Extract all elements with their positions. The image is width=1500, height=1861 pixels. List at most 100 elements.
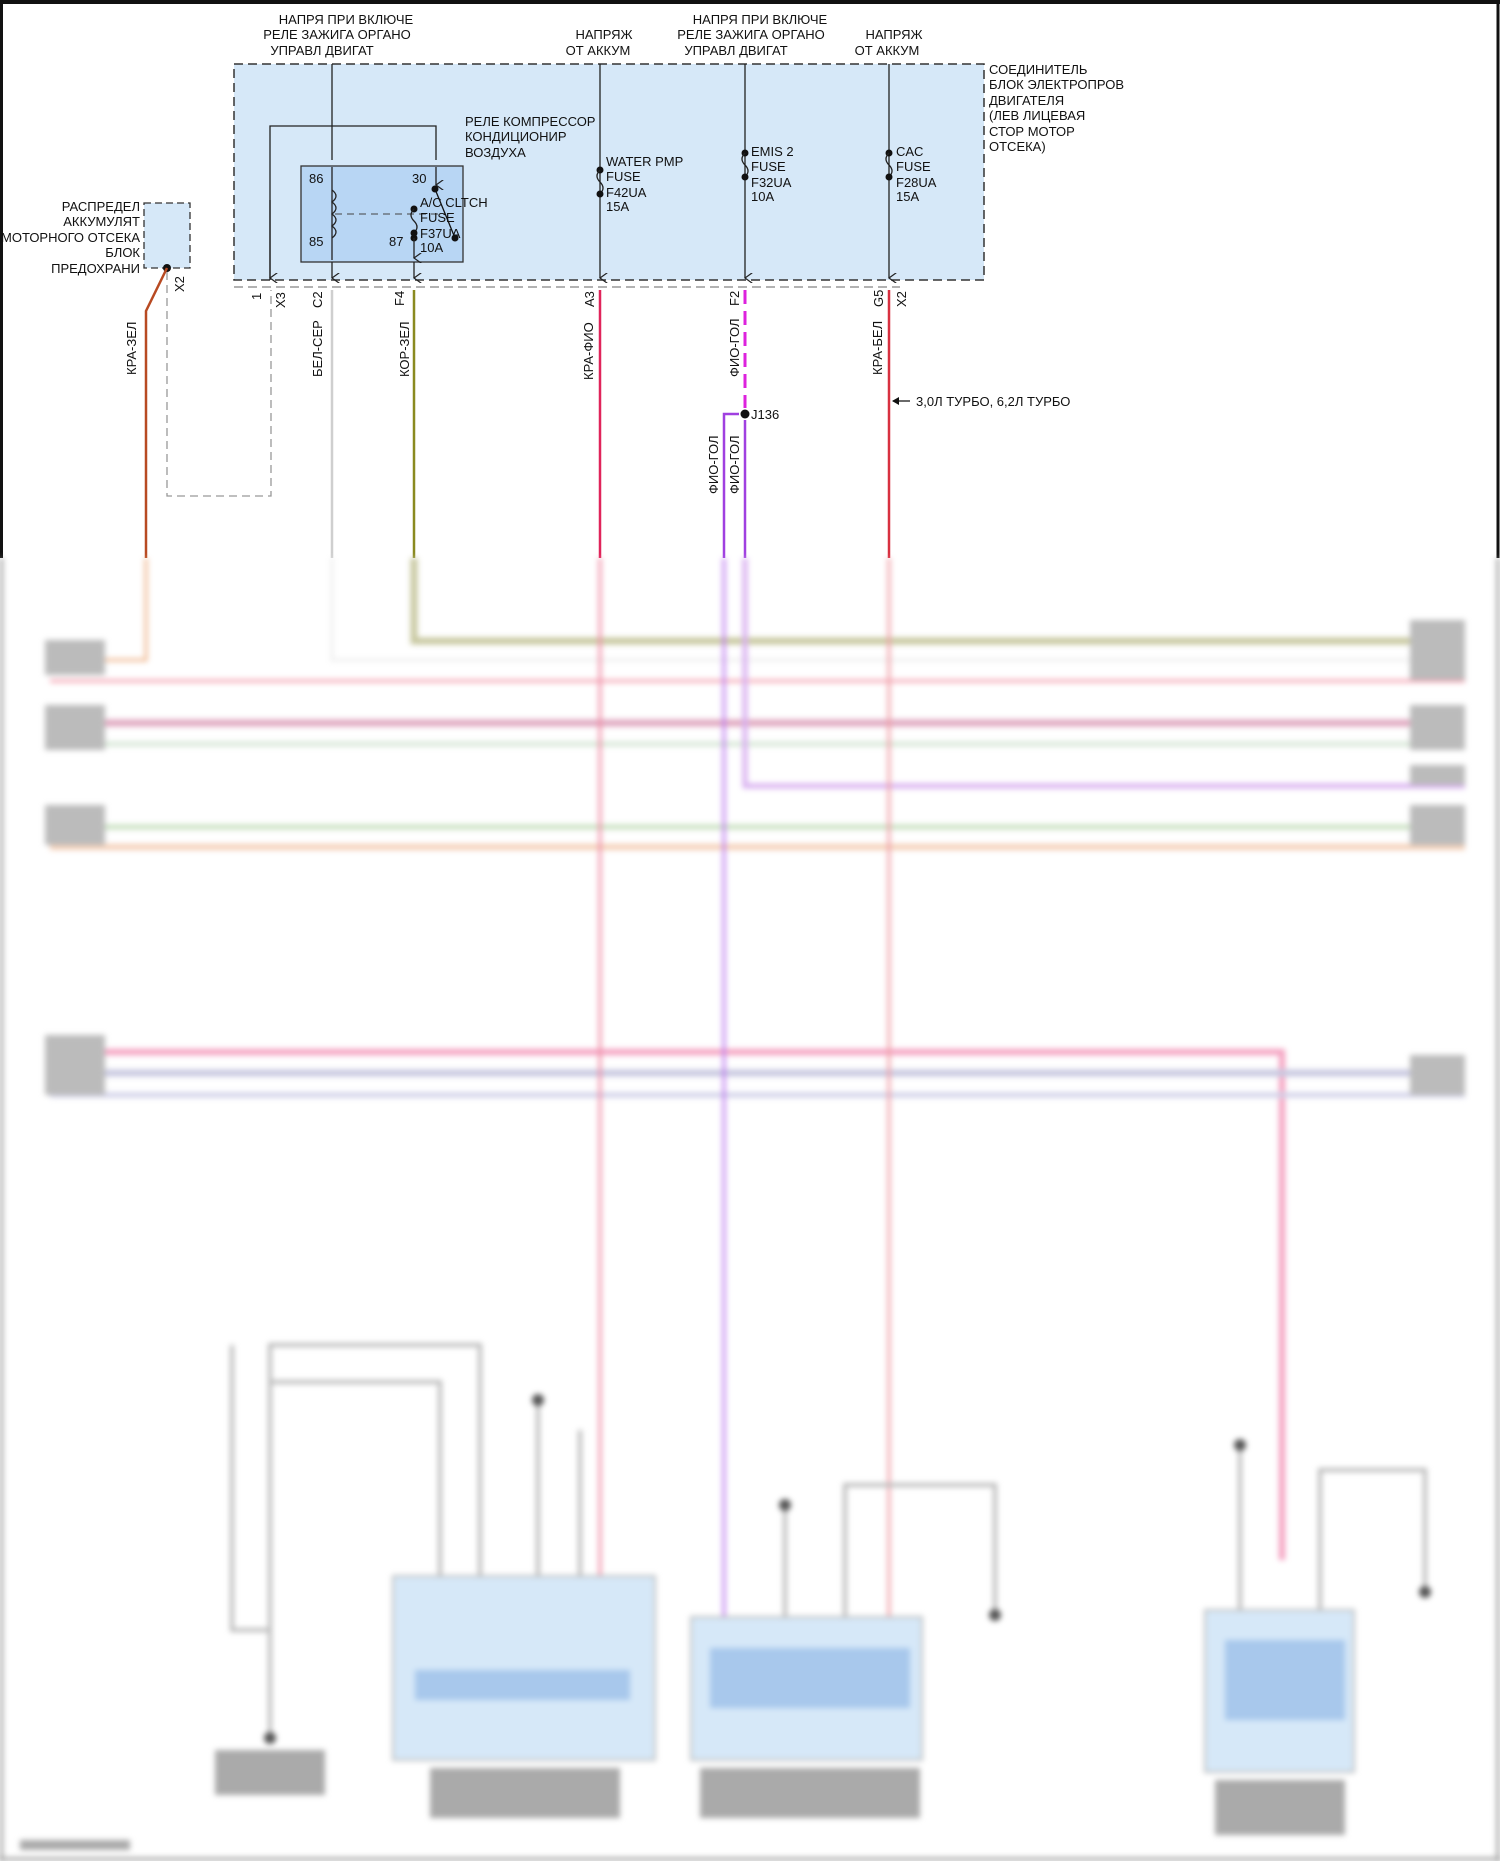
pin-label: A3 (582, 291, 597, 307)
fuse-emis2: EMIS 2 FUSE F32UA 10A (741, 144, 794, 204)
fuse-icon (410, 208, 418, 234)
relay-label: РЕЛЕ КОМПРЕССОР (465, 114, 595, 129)
label-line: НАПРЯ ПРИ ВКЛЮЧЕ (693, 12, 828, 27)
ac-compressor-relay: 86 30 85 87 РЕЛЕ КОМПРЕССОР КОНДИЦИОНИР … (269, 64, 595, 280)
pin-label: C2 (310, 291, 325, 308)
label-line: МОТОРНОГО ОТСЕКА (1, 230, 140, 245)
harness-line (50, 1049, 1285, 1560)
battery-distribution-fuse-block: РАСПРЕДЕЛ АККУМУЛЯТ МОТОРНОГО ОТСЕКА БЛО… (1, 199, 191, 276)
fuse-label: F37UA (420, 226, 461, 241)
fuse-label: EMIS 2 (751, 144, 794, 159)
fuse-icon (885, 152, 893, 178)
fuse-label: 10A (420, 240, 443, 255)
label-line: НАПРЯЖ (865, 27, 922, 42)
wire-label: КРА-ФИО (581, 322, 596, 380)
fuse-ac-clutch: A/C CLTCH FUSE F37UA 10A (410, 195, 488, 255)
relay-coil-icon (330, 189, 337, 239)
wire-label: БЕЛ-СЕР (310, 320, 325, 377)
label-line: БЛОК ЭЛЕКТРОПРОВ (989, 77, 1124, 92)
wire-label: ФИО-ГОЛ (727, 319, 742, 377)
fuse-label: F42UA (606, 185, 647, 200)
engine-option-note: 3,0Л ТУРБО, 6,2Л ТУРБО (916, 394, 1070, 409)
module-boxes (392, 1575, 1355, 1773)
label-line: НАПРЯ ПРИ ВКЛЮЧЕ (279, 12, 414, 27)
fuse-label: F32UA (751, 175, 792, 190)
label-line: ДВИГАТЕЛЯ (989, 93, 1064, 108)
fuse-label: 15A (896, 189, 919, 204)
wire-label: КРА-ЗЕЛ (124, 322, 139, 375)
header-label-ignition-2: НАПРЯ ПРИ ВКЛЮЧЕ РЕЛЕ ЗАЖИГА ОРГАНО УПРА… (677, 12, 827, 58)
connector-block-label: СОЕДИНИТЕЛЬ БЛОК ЭЛЕКТРОПРОВ ДВИГАТЕЛЯ (… (989, 62, 1124, 154)
label-line: НАПРЯЖ (575, 27, 632, 42)
ground-loop-dashed (166, 272, 272, 497)
pin-87: 87 (389, 234, 403, 249)
fuse-label: FUSE (896, 159, 931, 174)
label-line: РЕЛЕ ЗАЖИГА ОРГАНО (263, 27, 411, 42)
blurred-lower-diagram (20, 558, 1465, 1850)
wire-label: КРА-БЕЛ (870, 321, 885, 375)
wire-label: КОР-ЗЕЛ (397, 321, 412, 377)
fuse-label: 10A (751, 189, 774, 204)
pin-86: 86 (309, 171, 323, 186)
fuse-label: FUSE (606, 169, 641, 184)
pin-85: 85 (309, 234, 323, 249)
label-line: СОЕДИНИТЕЛЬ (989, 62, 1087, 77)
fuse-label: F28UA (896, 175, 937, 190)
pin-label: 1 (249, 293, 264, 300)
label-line: ОТ АККУМ (855, 43, 920, 58)
arrow-head-icon (892, 397, 899, 405)
pin-label: F2 (727, 291, 742, 306)
fuse-label: A/C CLTCH (420, 195, 488, 210)
fuse-cac: CAC FUSE F28UA 15A (885, 144, 937, 204)
wires (144, 267, 891, 558)
wire-labels: КРА-ЗЕЛ БЕЛ-СЕР КОР-ЗЕЛ КРА-ФИО ФИО-ГОЛ … (124, 319, 885, 494)
fuse-icon (596, 169, 604, 195)
pin-label: G5 (871, 290, 886, 307)
label-line: РЕЛЕ ЗАЖИГА ОРГАНО (677, 27, 825, 42)
fuse-label: WATER PMP (606, 154, 683, 169)
splice-j136 (740, 409, 750, 419)
relay-label: ВОЗДУХА (465, 145, 526, 160)
label-line: УПРАВЛ ДВИГАТ (270, 43, 373, 58)
connector-blocks (45, 620, 1465, 1095)
blurred-captions (20, 1750, 1345, 1850)
pin-30: 30 (412, 171, 426, 186)
label-line: УПРАВЛ ДВИГАТ (684, 43, 787, 58)
label-line: ОТ АККУМ (566, 43, 631, 58)
relay-switch-icon (434, 188, 456, 239)
fuse-label: CAC (896, 144, 923, 159)
wire-label: ФИО-ГОЛ (727, 436, 742, 494)
fuse-label: FUSE (751, 159, 786, 174)
ground-points (264, 1394, 1431, 1744)
wire-kra-zel (144, 267, 169, 558)
label-line: СТОР МОТОР (989, 124, 1075, 139)
label-line: (ЛЕВ ЛИЦЕВАЯ (989, 108, 1085, 123)
fuse-label: 15A (606, 199, 629, 214)
pin-label: X2 (172, 276, 187, 292)
splice-label: J136 (751, 407, 779, 422)
label-line: БЛОК (105, 245, 140, 260)
label-line: ПРЕДОХРАНИ (51, 261, 140, 276)
header-label-ignition-1: НАПРЯ ПРИ ВКЛЮЧЕ РЕЛЕ ЗАЖИГА ОРГАНО УПРА… (263, 12, 413, 58)
wire-continuation (410, 558, 1465, 645)
fuse-label: FUSE (420, 210, 455, 225)
fuse-water-pump: WATER PMP FUSE F42UA 15A (596, 154, 683, 214)
label-line: ОТСЕКА) (989, 139, 1046, 154)
header-label-battery-2: НАПРЯЖ ОТ АККУМ (855, 27, 923, 58)
wire-label: ФИО-ГОЛ (706, 436, 721, 494)
wire-continuation (330, 558, 1465, 662)
component-wiring (230, 1343, 1427, 1740)
label-line: АККУМУЛЯТ (63, 214, 140, 229)
fuse-icon (741, 152, 749, 178)
pin-label: X3 (273, 292, 288, 308)
pin-labels: 1 X3 C2 F4 A3 F2 G5 X2 X2 (172, 276, 909, 308)
relay-label: КОНДИЦИОНИР (465, 129, 567, 144)
label-line: РАСПРЕДЕЛ (62, 199, 140, 214)
header-label-battery-1: НАПРЯЖ ОТ АККУМ (566, 27, 633, 58)
wire-continuation (742, 558, 1465, 789)
pin-label: F4 (392, 291, 407, 306)
pin-label: X2 (894, 291, 909, 307)
